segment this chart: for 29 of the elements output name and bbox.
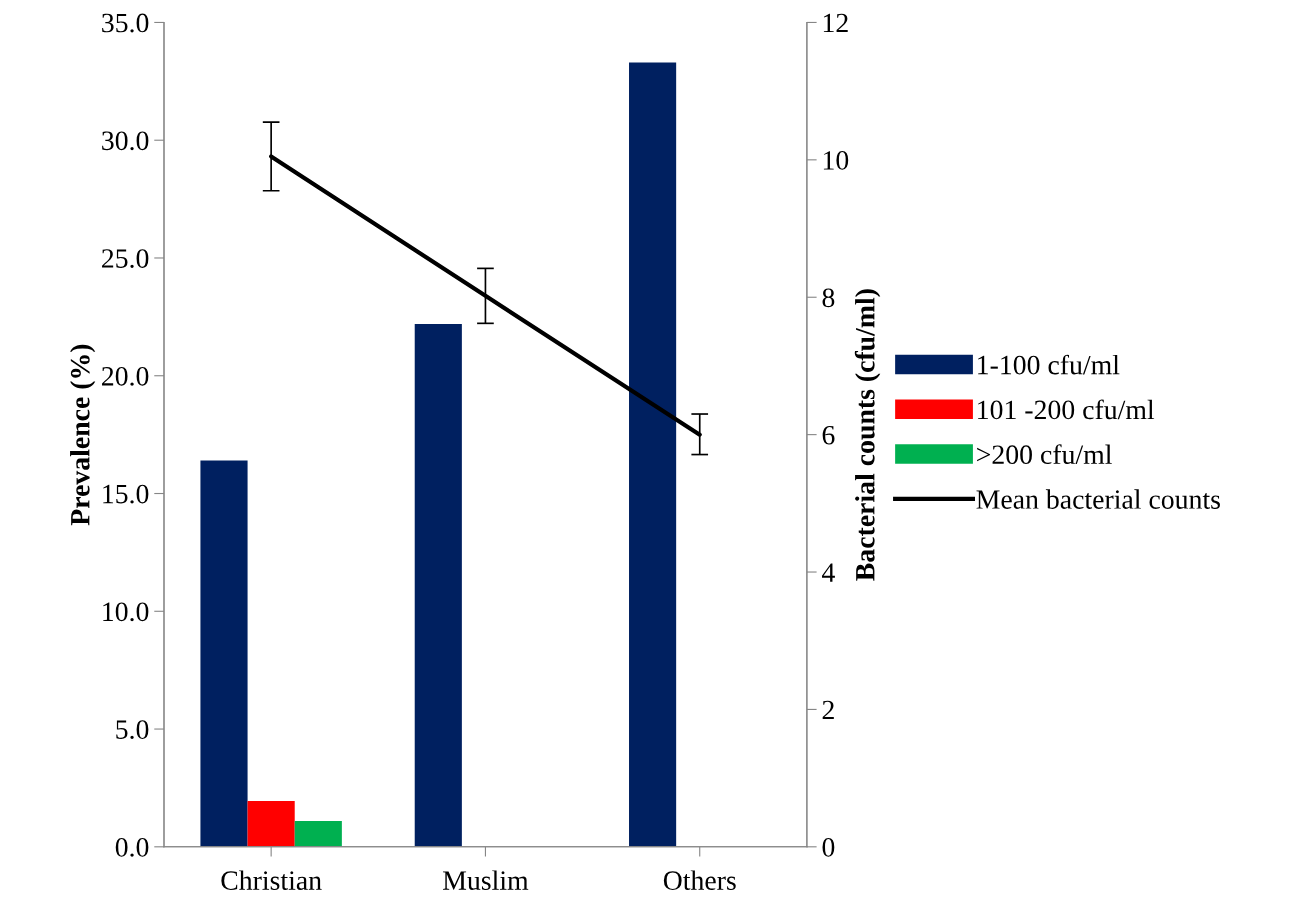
y-tick-label: 0.0 (115, 837, 149, 857)
legend-label: 101 -200 cfu/ml (978, 399, 1155, 420)
y-tick-label: 35.0 (102, 13, 149, 33)
y-tick-label: 20.0 (102, 366, 149, 386)
y2-tick-label: 10 (823, 151, 849, 170)
y2-tick-label: 2 (822, 700, 834, 720)
bar (200, 460, 248, 847)
bar (247, 800, 295, 847)
y2-tick-label: 6 (822, 425, 835, 445)
bar (294, 820, 342, 847)
y-tick-label: 10.0 (103, 602, 149, 622)
bar (629, 62, 677, 847)
y-tick-label: 25.0 (102, 249, 149, 269)
bar (414, 323, 462, 847)
legend-label: Mean bacterial counts (976, 489, 1220, 509)
x-tick-label: Others (663, 870, 736, 890)
y2-tick-label: 4 (822, 563, 835, 582)
y2-tick-label: 8 (822, 288, 835, 308)
y-tick-label: 30.0 (102, 131, 149, 151)
x-tick-label: Christian (221, 870, 322, 890)
y-tick-label: 15.0 (103, 484, 149, 504)
legend-label: 1-100 cfu/ml (978, 354, 1120, 375)
y-axis-title: Prevalence (%) (70, 344, 96, 526)
legend-label: >200 cfu/ml (977, 444, 1112, 465)
y2-axis-title: Bacterial counts (cfu/ml) (854, 289, 881, 581)
y-tick-label: 5.0 (116, 720, 149, 740)
x-tick-label: Muslim (443, 870, 529, 890)
y2-tick-label: 12 (823, 13, 848, 33)
y2-tick-label: 0 (822, 837, 835, 857)
